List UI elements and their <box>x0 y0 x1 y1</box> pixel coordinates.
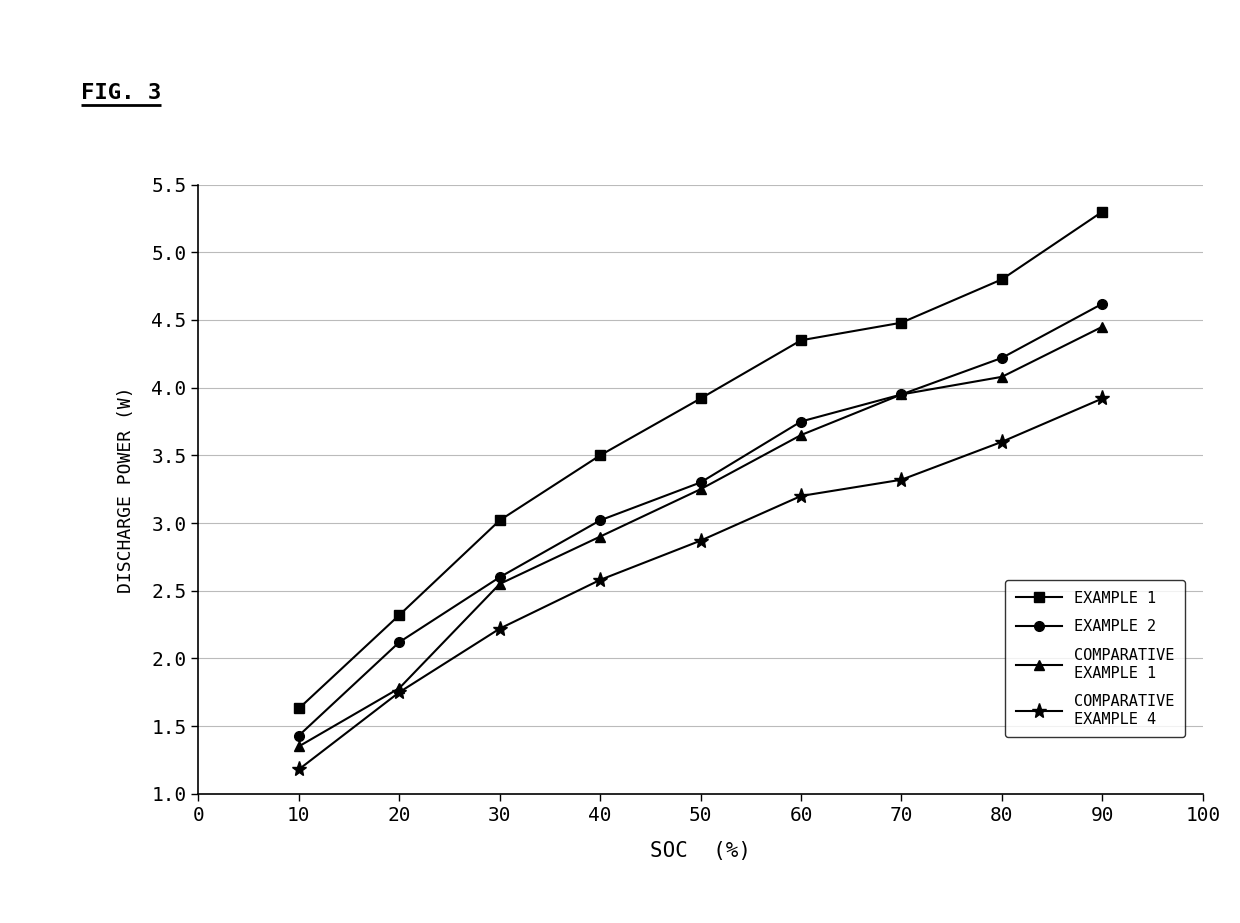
COMPARATIVE
EXAMPLE 1 <box>492 579 507 590</box>
COMPARATIVE
EXAMPLE 1 <box>392 683 407 694</box>
COMPARATIVE
EXAMPLE 4 <box>994 437 1009 448</box>
EXAMPLE 2 <box>593 515 608 526</box>
COMPARATIVE
EXAMPLE 4 <box>894 474 909 485</box>
COMPARATIVE
EXAMPLE 4 <box>392 687 407 698</box>
EXAMPLE 1 <box>593 450 608 461</box>
Line: EXAMPLE 2: EXAMPLE 2 <box>294 299 1107 740</box>
COMPARATIVE
EXAMPLE 1 <box>994 371 1009 382</box>
EXAMPLE 1 <box>1095 206 1110 217</box>
EXAMPLE 1 <box>693 393 708 404</box>
COMPARATIVE
EXAMPLE 1 <box>291 741 306 752</box>
EXAMPLE 1 <box>894 318 909 329</box>
EXAMPLE 2 <box>693 477 708 488</box>
EXAMPLE 2 <box>1095 298 1110 309</box>
COMPARATIVE
EXAMPLE 1 <box>593 531 608 542</box>
COMPARATIVE
EXAMPLE 4 <box>291 764 306 775</box>
COMPARATIVE
EXAMPLE 4 <box>794 490 808 501</box>
EXAMPLE 2 <box>291 730 306 741</box>
Line: COMPARATIVE
EXAMPLE 1: COMPARATIVE EXAMPLE 1 <box>294 322 1107 751</box>
Y-axis label: DISCHARGE POWER (W): DISCHARGE POWER (W) <box>117 386 135 593</box>
COMPARATIVE
EXAMPLE 4 <box>693 535 708 546</box>
EXAMPLE 2 <box>994 353 1009 364</box>
EXAMPLE 1 <box>492 515 507 526</box>
Legend: EXAMPLE 1, EXAMPLE 2, COMPARATIVE
EXAMPLE 1, COMPARATIVE
EXAMPLE 4: EXAMPLE 1, EXAMPLE 2, COMPARATIVE EXAMPL… <box>1006 580 1185 737</box>
EXAMPLE 2 <box>794 416 808 427</box>
EXAMPLE 1 <box>291 703 306 714</box>
COMPARATIVE
EXAMPLE 1 <box>894 389 909 400</box>
COMPARATIVE
EXAMPLE 1 <box>1095 321 1110 332</box>
COMPARATIVE
EXAMPLE 1 <box>693 484 708 495</box>
COMPARATIVE
EXAMPLE 4 <box>593 574 608 585</box>
COMPARATIVE
EXAMPLE 4 <box>1095 393 1110 404</box>
Text: FIG. 3: FIG. 3 <box>81 83 161 103</box>
X-axis label: SOC  (%): SOC (%) <box>650 841 751 861</box>
COMPARATIVE
EXAMPLE 4 <box>492 623 507 634</box>
EXAMPLE 1 <box>794 335 808 346</box>
Line: EXAMPLE 1: EXAMPLE 1 <box>294 207 1107 713</box>
EXAMPLE 1 <box>392 609 407 620</box>
EXAMPLE 2 <box>492 571 507 582</box>
EXAMPLE 2 <box>894 389 909 400</box>
Line: COMPARATIVE
EXAMPLE 4: COMPARATIVE EXAMPLE 4 <box>291 390 1110 777</box>
EXAMPLE 2 <box>392 637 407 648</box>
EXAMPLE 1 <box>994 274 1009 285</box>
COMPARATIVE
EXAMPLE 1 <box>794 429 808 440</box>
